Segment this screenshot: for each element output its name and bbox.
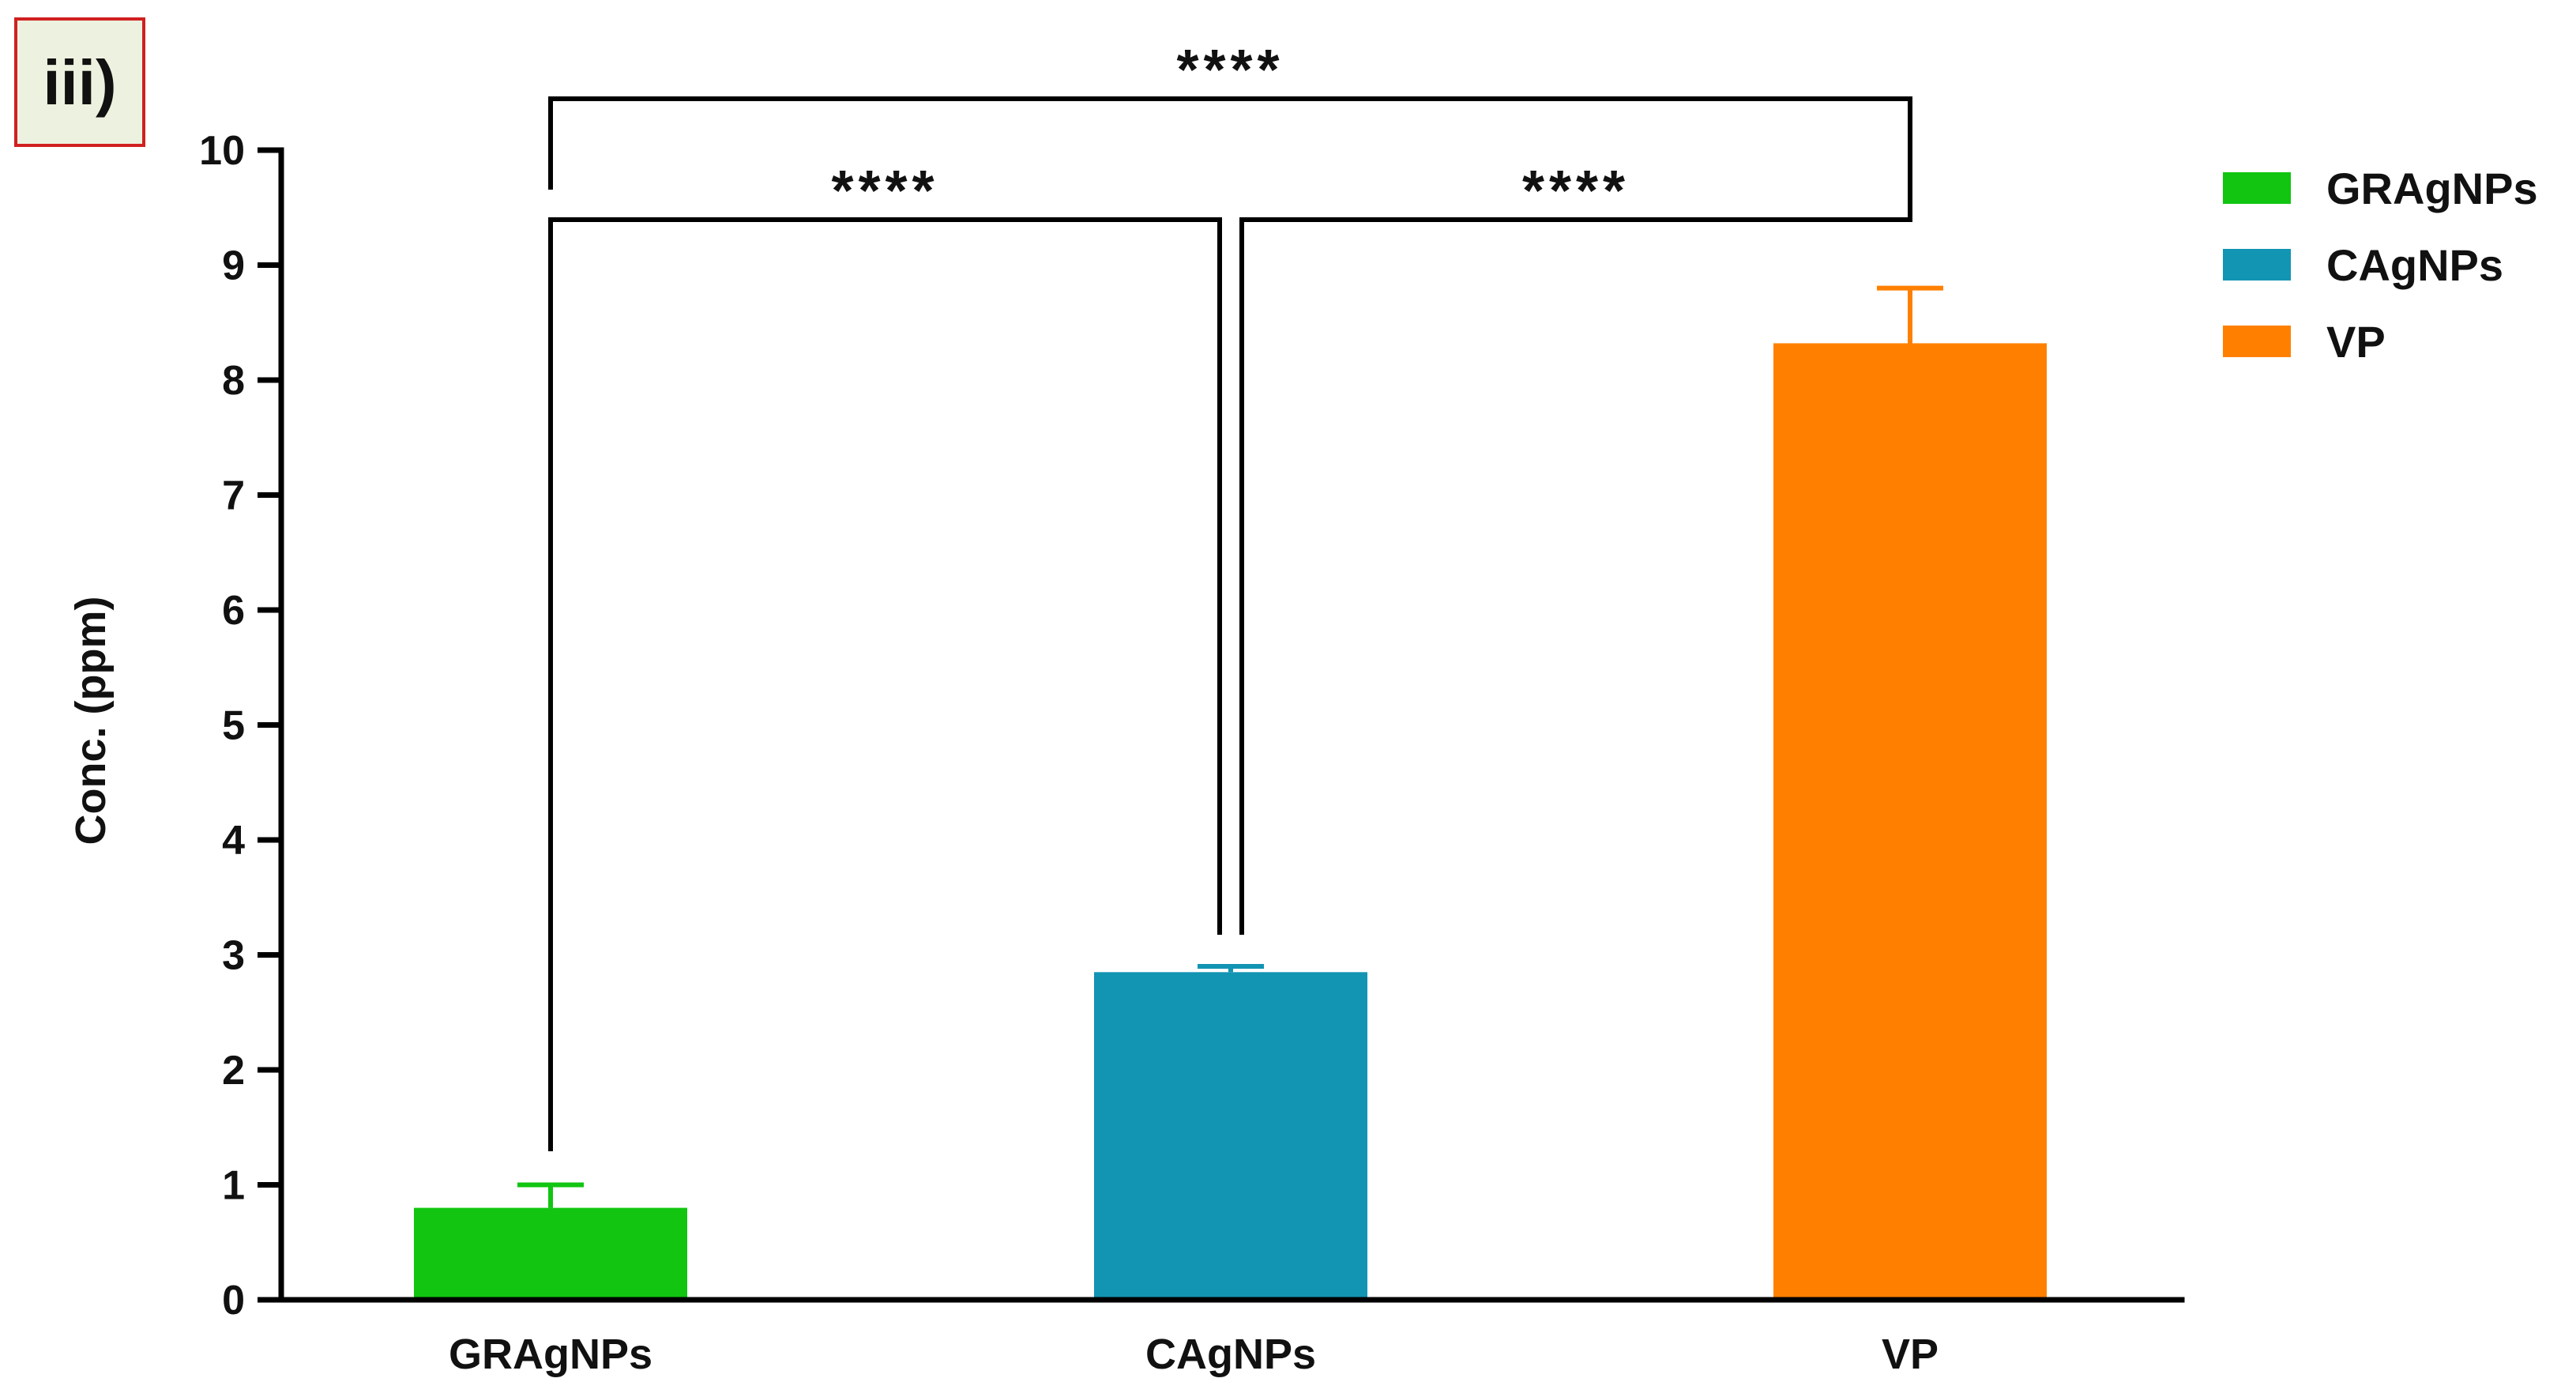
y-tick-label: 4 <box>222 818 245 864</box>
significance-brackets: **** **** **** <box>548 39 1912 1151</box>
y-tick-label: 8 <box>222 358 245 404</box>
y-tick-label: 2 <box>222 1048 245 1094</box>
x-category-label: CAgNPs <box>1145 1331 1316 1378</box>
error-bars <box>517 285 1943 1208</box>
panel-label: iii) <box>14 17 145 147</box>
significance-bracket <box>548 96 1912 190</box>
y-axis-ticks: 0 1 2 3 4 5 6 7 8 9 10 <box>199 128 281 1324</box>
y-tick-label: 3 <box>222 933 245 979</box>
significance-label: **** <box>1176 39 1284 102</box>
legend-label: CAgNPs <box>2326 240 2503 290</box>
y-tick-label: 6 <box>222 588 245 634</box>
y-tick-label: 1 <box>222 1163 245 1209</box>
bars <box>414 343 2047 1301</box>
significance-bracket <box>548 217 1222 1151</box>
legend-swatch-vp <box>2223 326 2291 357</box>
legend: GRAgNPs CAgNPs VP <box>2223 164 2538 367</box>
significance-label: **** <box>831 160 938 223</box>
panel-label-box <box>14 17 145 147</box>
bar-cagnps <box>1094 972 1367 1300</box>
y-tick-label: 9 <box>222 243 245 289</box>
significance-bracket <box>1239 190 1912 935</box>
x-category-label: VP <box>1882 1331 1939 1378</box>
bar-gragnps <box>414 1207 687 1300</box>
y-tick-label: 5 <box>222 703 245 749</box>
legend-label: GRAgNPs <box>2326 164 2538 213</box>
legend-label: VP <box>2326 317 2386 367</box>
bar-vp <box>1773 343 2047 1301</box>
y-tick-label: 7 <box>222 473 245 519</box>
x-axis-category-labels: GRAgNPs CAgNPs VP <box>449 1331 1939 1378</box>
legend-swatch-gragnps <box>2223 172 2291 204</box>
y-axis-label: Conc. (ppm) <box>67 597 115 845</box>
y-tick-label: 0 <box>222 1278 245 1324</box>
panel-label-text: iii) <box>43 47 116 118</box>
y-tick-label: 10 <box>199 128 245 174</box>
significance-label: **** <box>1522 160 1630 223</box>
x-category-label: GRAgNPs <box>449 1331 652 1378</box>
legend-swatch-cagnps <box>2223 249 2291 281</box>
